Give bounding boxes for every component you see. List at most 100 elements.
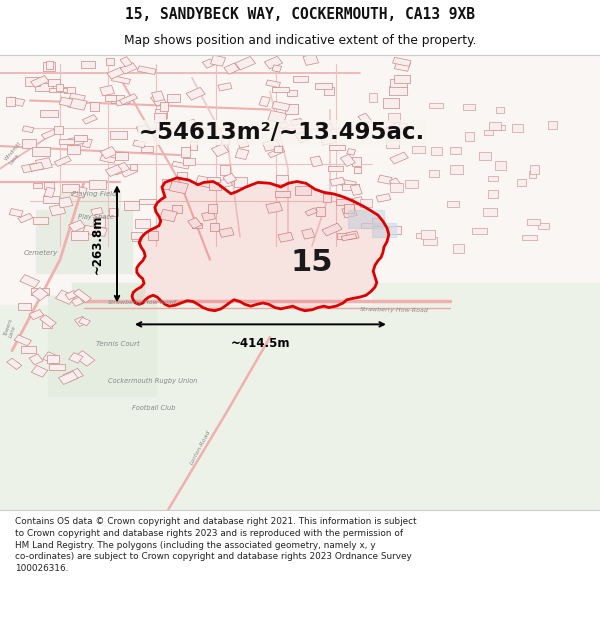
Bar bbox=[67, 144, 80, 154]
Bar bbox=[268, 111, 287, 123]
Bar bbox=[107, 67, 125, 79]
Bar bbox=[348, 210, 384, 228]
Bar bbox=[211, 144, 229, 156]
Text: Map shows position and indicative extent of the property.: Map shows position and indicative extent… bbox=[124, 34, 476, 48]
Bar bbox=[350, 184, 362, 196]
Bar bbox=[106, 165, 122, 176]
Bar bbox=[538, 223, 548, 229]
Bar bbox=[220, 165, 230, 174]
Bar bbox=[44, 188, 55, 198]
Text: Contains OS data © Crown copyright and database right 2021. This information is : Contains OS data © Crown copyright and d… bbox=[15, 517, 416, 573]
Bar bbox=[31, 366, 48, 377]
Bar bbox=[0, 305, 600, 510]
Bar bbox=[89, 181, 106, 189]
Text: Strawberry·How·Road: Strawberry·How·Road bbox=[360, 307, 429, 313]
Text: Cockermouth Rugby Union: Cockermouth Rugby Union bbox=[108, 378, 197, 384]
Bar bbox=[429, 103, 443, 108]
Bar bbox=[421, 231, 435, 239]
Text: Cemetery: Cemetery bbox=[24, 250, 58, 256]
Bar bbox=[7, 358, 22, 369]
Bar bbox=[186, 88, 205, 100]
Bar bbox=[82, 114, 97, 124]
Bar bbox=[330, 177, 345, 186]
Bar bbox=[49, 364, 65, 370]
Bar bbox=[389, 226, 401, 234]
Bar bbox=[278, 232, 293, 242]
Bar bbox=[100, 147, 118, 159]
Bar bbox=[451, 166, 463, 174]
Bar bbox=[0, 55, 600, 305]
Bar bbox=[344, 204, 354, 213]
Bar bbox=[489, 122, 502, 131]
Bar bbox=[49, 79, 60, 86]
Bar bbox=[60, 191, 120, 228]
Polygon shape bbox=[132, 178, 389, 311]
Text: ~263.8m: ~263.8m bbox=[91, 214, 104, 274]
Bar bbox=[370, 94, 377, 102]
Bar bbox=[390, 184, 403, 192]
Bar bbox=[141, 146, 154, 152]
Bar bbox=[530, 166, 539, 174]
Bar bbox=[340, 154, 355, 166]
Bar bbox=[59, 139, 74, 144]
Bar bbox=[303, 54, 319, 66]
Bar bbox=[389, 178, 401, 187]
Bar bbox=[235, 56, 256, 70]
Bar bbox=[399, 122, 407, 128]
Bar bbox=[91, 102, 98, 111]
Bar bbox=[120, 57, 132, 67]
Bar bbox=[112, 76, 131, 84]
Bar bbox=[120, 62, 137, 74]
Bar bbox=[277, 175, 288, 184]
Bar bbox=[488, 176, 499, 181]
Bar bbox=[44, 182, 54, 189]
Bar bbox=[109, 209, 118, 216]
Text: 15: 15 bbox=[291, 248, 333, 276]
Bar bbox=[483, 208, 497, 216]
Bar bbox=[29, 162, 44, 171]
Bar bbox=[352, 197, 364, 205]
Bar bbox=[40, 315, 56, 328]
Bar bbox=[211, 55, 226, 66]
Bar bbox=[449, 148, 461, 154]
Bar bbox=[324, 86, 334, 94]
Bar bbox=[323, 194, 331, 202]
Bar bbox=[68, 98, 87, 110]
Bar bbox=[65, 291, 78, 299]
Bar bbox=[341, 234, 356, 241]
Bar bbox=[310, 156, 323, 167]
Bar bbox=[54, 126, 64, 134]
Bar bbox=[136, 219, 151, 228]
Bar bbox=[180, 119, 197, 131]
Bar bbox=[43, 62, 55, 71]
Bar bbox=[71, 186, 87, 198]
Bar bbox=[423, 237, 437, 244]
Bar bbox=[302, 229, 315, 239]
Bar bbox=[512, 124, 523, 132]
Bar bbox=[208, 204, 217, 212]
Bar bbox=[79, 318, 91, 326]
Bar bbox=[329, 145, 345, 151]
Bar bbox=[31, 288, 49, 295]
Bar bbox=[190, 141, 197, 149]
Bar bbox=[160, 102, 168, 111]
Bar bbox=[47, 355, 59, 363]
Bar bbox=[224, 63, 239, 74]
Bar bbox=[181, 148, 190, 157]
Bar bbox=[167, 94, 181, 102]
Bar bbox=[266, 80, 280, 88]
Bar bbox=[35, 158, 52, 170]
Bar bbox=[32, 148, 50, 156]
Bar bbox=[492, 125, 505, 129]
Bar bbox=[454, 244, 464, 253]
Bar bbox=[361, 223, 374, 228]
Bar bbox=[268, 148, 285, 158]
Bar bbox=[100, 86, 115, 96]
Text: Tennis Court: Tennis Court bbox=[96, 341, 140, 348]
Bar bbox=[479, 152, 491, 160]
Text: Windmill
Lane: Windmill Lane bbox=[4, 141, 28, 165]
Bar bbox=[431, 147, 442, 155]
Bar bbox=[111, 95, 124, 103]
Bar bbox=[152, 91, 164, 102]
Bar bbox=[202, 211, 215, 221]
